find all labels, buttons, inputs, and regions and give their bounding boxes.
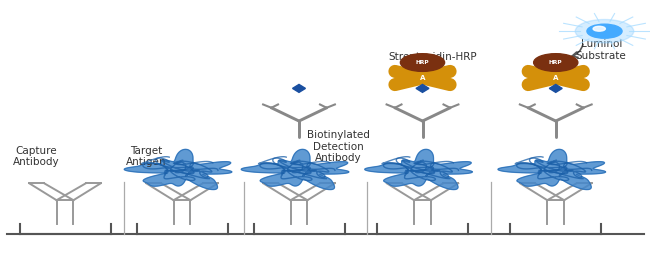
Circle shape bbox=[593, 26, 605, 31]
Polygon shape bbox=[416, 84, 429, 92]
Text: Luminol
Substrate: Luminol Substrate bbox=[576, 39, 627, 61]
Circle shape bbox=[534, 54, 578, 71]
Polygon shape bbox=[365, 149, 473, 190]
Polygon shape bbox=[124, 149, 232, 190]
Text: Capture
Antibody: Capture Antibody bbox=[12, 146, 59, 167]
Text: A: A bbox=[420, 75, 425, 81]
Polygon shape bbox=[498, 149, 606, 190]
Text: Biotinylated
Detection
Antibody: Biotinylated Detection Antibody bbox=[307, 130, 369, 163]
Polygon shape bbox=[241, 149, 349, 190]
Text: HRP: HRP bbox=[416, 60, 429, 65]
Text: Streptavidin-HRP
Complex: Streptavidin-HRP Complex bbox=[388, 52, 476, 74]
Text: Target
Antigen: Target Antigen bbox=[126, 146, 166, 167]
Circle shape bbox=[575, 20, 634, 43]
Circle shape bbox=[587, 24, 622, 38]
Polygon shape bbox=[549, 84, 562, 92]
Circle shape bbox=[400, 54, 445, 71]
Text: HRP: HRP bbox=[549, 60, 562, 65]
Text: A: A bbox=[553, 75, 558, 81]
Polygon shape bbox=[292, 84, 306, 92]
